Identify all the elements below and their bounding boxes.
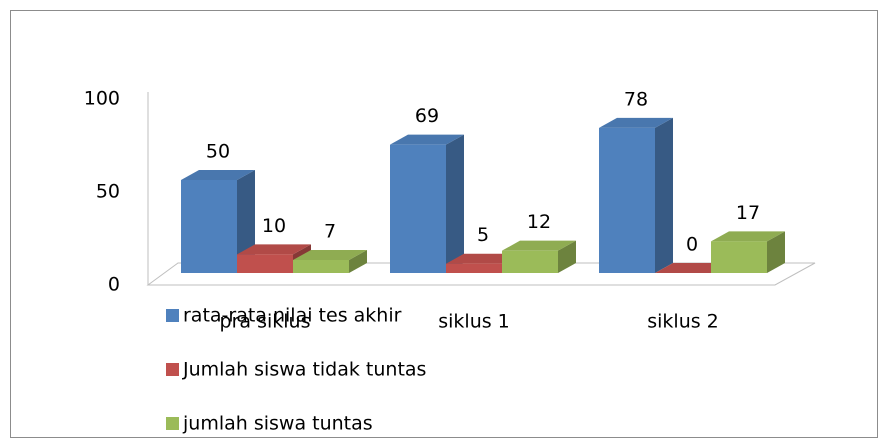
bar-top xyxy=(502,240,576,251)
bar xyxy=(711,231,785,273)
bar-top xyxy=(237,244,311,255)
legend-swatch xyxy=(166,417,179,430)
bar-side xyxy=(767,231,785,273)
bar-top xyxy=(599,117,673,128)
bar-top xyxy=(181,170,255,180)
bar-top xyxy=(655,263,729,273)
data-label: 10 xyxy=(262,215,286,237)
y-tick-label: 50 xyxy=(96,181,120,203)
bar-top xyxy=(390,134,464,145)
data-label: 17 xyxy=(736,202,760,224)
bar-top xyxy=(711,231,785,242)
data-label: 7 xyxy=(324,220,336,242)
data-label: 12 xyxy=(527,211,551,233)
bar-top xyxy=(446,253,520,264)
bar-top xyxy=(293,249,367,260)
legend-label: jumlah siswa tuntas xyxy=(182,413,373,435)
bar-front xyxy=(446,263,502,273)
bar-front xyxy=(390,144,446,273)
legend-label: rata-rata nilai tes akhir xyxy=(183,305,402,327)
data-label: 78 xyxy=(624,88,648,110)
bar xyxy=(502,240,576,273)
legend-swatch xyxy=(166,363,179,376)
legend-label: Jumlah siswa tidak tuntas xyxy=(182,359,426,381)
legend-swatch xyxy=(166,309,179,322)
bar-front xyxy=(599,127,655,273)
bar-front xyxy=(502,250,558,273)
bar xyxy=(599,117,673,273)
x-tick-label: pra siklus xyxy=(220,311,311,333)
x-tick-label: siklus 2 xyxy=(647,311,719,333)
bar-side xyxy=(655,117,673,273)
bar-side xyxy=(446,134,464,273)
bar xyxy=(655,263,729,273)
y-tick-label: 0 xyxy=(108,274,120,296)
bar-front xyxy=(181,180,237,273)
bar-front xyxy=(237,254,293,273)
data-label: 0 xyxy=(686,234,698,256)
bar-side xyxy=(558,240,576,273)
bar-front xyxy=(711,241,767,273)
data-label: 50 xyxy=(206,141,230,163)
x-tick-label: siklus 1 xyxy=(438,311,510,333)
bar-front xyxy=(293,259,349,273)
bar-side xyxy=(349,249,367,273)
y-tick-label: 100 xyxy=(84,88,120,110)
data-label: 69 xyxy=(415,105,439,127)
bar xyxy=(390,134,464,273)
data-label: 5 xyxy=(477,224,489,246)
bar xyxy=(293,249,367,273)
